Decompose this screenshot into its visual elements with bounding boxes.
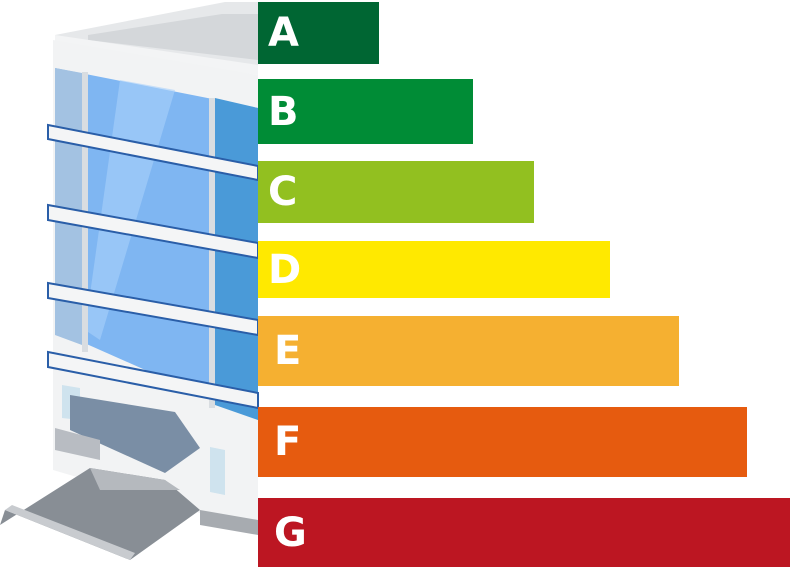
rating-label: F [274, 419, 302, 465]
rating-bar-a: A [258, 2, 379, 64]
rating-bar-b: B [258, 79, 473, 144]
rating-label: B [268, 88, 299, 135]
rating-bar-e: E [258, 316, 679, 386]
rating-label: A [268, 10, 299, 56]
rating-label: E [274, 328, 302, 374]
rating-bar-f: F [258, 407, 747, 477]
rating-bar-c: C [258, 161, 534, 223]
rating-label: D [268, 246, 302, 293]
rating-label: G [274, 509, 307, 556]
rating-bar-d: D [258, 241, 610, 298]
rating-bar-g: G [258, 498, 790, 567]
office-building-illustration [0, 2, 259, 560]
rating-label: C [268, 169, 298, 215]
